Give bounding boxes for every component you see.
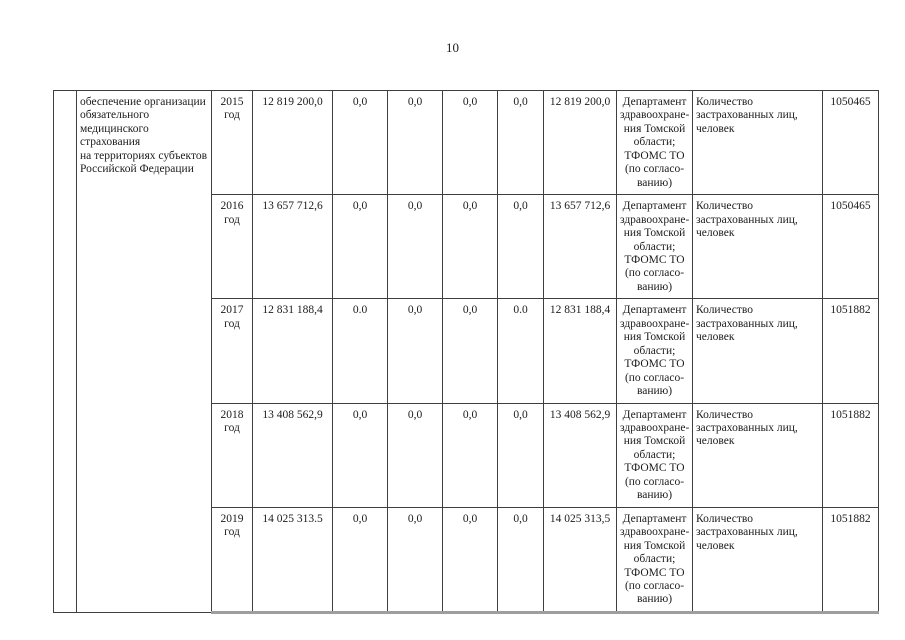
indicator-cell: Количество застрахованных лиц, человек — [692, 194, 823, 300]
indicator-cell: Количество застрахованных лиц, человек — [692, 402, 823, 508]
indicator-value-cell: 1050465 — [822, 89, 879, 196]
indicator-cell: Количество застрахованных лиц, человек — [692, 506, 823, 614]
year-cell: 2019 год — [211, 506, 253, 614]
executor-cell: Департамент здравоохране- ния Томской об… — [616, 506, 693, 614]
indicator-value-cell: 1051882 — [822, 298, 879, 404]
table-row: 2018 год 13 408 562,9 0,0 0,0 0,0 0,0 13… — [54, 402, 879, 508]
indicator-value-cell: 1051882 — [822, 402, 879, 508]
year-cell: 2017 год — [211, 298, 253, 404]
amount-total-cell: 12 831 188,4 — [252, 298, 333, 404]
amount-fund-cell: 14 025 313,5 — [543, 506, 617, 614]
indicator-value-cell: 1051882 — [822, 506, 879, 614]
amount-cell: 0.0 — [497, 298, 544, 404]
amount-cell: 0,0 — [387, 402, 443, 508]
amount-cell: 0,0 — [387, 298, 443, 404]
row-header-empty-cell — [53, 90, 77, 613]
amount-total-cell: 13 408 562,9 — [252, 402, 333, 508]
page-number: 10 — [446, 40, 459, 55]
executor-cell: Департамент здравоохране- ния Томской об… — [616, 89, 693, 196]
amount-total-cell: 13 657 712,6 — [252, 194, 333, 300]
budget-table: обеспечение организации обязательного ме… — [53, 89, 879, 614]
amount-fund-cell: 12 819 200,0 — [543, 89, 617, 196]
executor-cell: Департамент здравоохране- ния Томской об… — [616, 194, 693, 300]
amount-cell: 0,0 — [332, 194, 388, 300]
executor-cell: Департамент здравоохране- ния Томской об… — [616, 402, 693, 508]
amount-cell: 0,0 — [442, 402, 498, 508]
table-row: 2019 год 14 025 313.5 0,0 0,0 0,0 0,0 14… — [54, 506, 879, 614]
amount-cell: 0,0 — [387, 194, 443, 300]
amount-cell: 0,0 — [442, 506, 498, 614]
amount-cell: 0,0 — [497, 89, 544, 196]
indicator-cell: Количество застрахованных лиц, человек — [692, 89, 823, 196]
indicator-value-cell: 1050465 — [822, 194, 879, 300]
year-cell: 2016 год — [211, 194, 253, 300]
amount-cell: 0,0 — [387, 89, 443, 196]
amount-cell: 0,0 — [442, 89, 498, 196]
table-row: 2016 год 13 657 712,6 0,0 0,0 0,0 0,0 13… — [54, 194, 879, 300]
amount-fund-cell: 12 831 188,4 — [543, 298, 617, 404]
amount-cell: 0,0 — [497, 402, 544, 508]
amount-fund-cell: 13 657 712,6 — [543, 194, 617, 300]
year-cell: 2015 год — [211, 89, 253, 196]
amount-fund-cell: 13 408 562,9 — [543, 402, 617, 508]
amount-cell: 0,0 — [442, 194, 498, 300]
activity-cell: обеспечение организации обязательного ме… — [76, 90, 212, 613]
table-row: обеспечение организации обязательного ме… — [53, 89, 879, 613]
amount-cell: 0,0 — [442, 298, 498, 404]
amount-cell: 0,0 — [497, 506, 544, 614]
amount-cell: 0,0 — [332, 402, 388, 508]
amount-total-cell: 12 819 200,0 — [252, 89, 333, 196]
amount-cell: 0,0 — [332, 506, 388, 614]
amount-cell: 0,0 — [387, 506, 443, 614]
year-cell: 2018 год — [211, 402, 253, 508]
amount-cell: 0.0 — [332, 298, 388, 404]
amount-total-cell: 14 025 313.5 — [252, 506, 333, 614]
table-row: 2017 год 12 831 188,4 0.0 0,0 0,0 0.0 12… — [54, 298, 879, 404]
indicator-cell: Количество застрахованных лиц, человек — [692, 298, 823, 404]
amount-cell: 0,0 — [332, 89, 388, 196]
executor-cell: Департамент здравоохране- ния Томской об… — [616, 298, 693, 404]
amount-cell: 0,0 — [497, 194, 544, 300]
